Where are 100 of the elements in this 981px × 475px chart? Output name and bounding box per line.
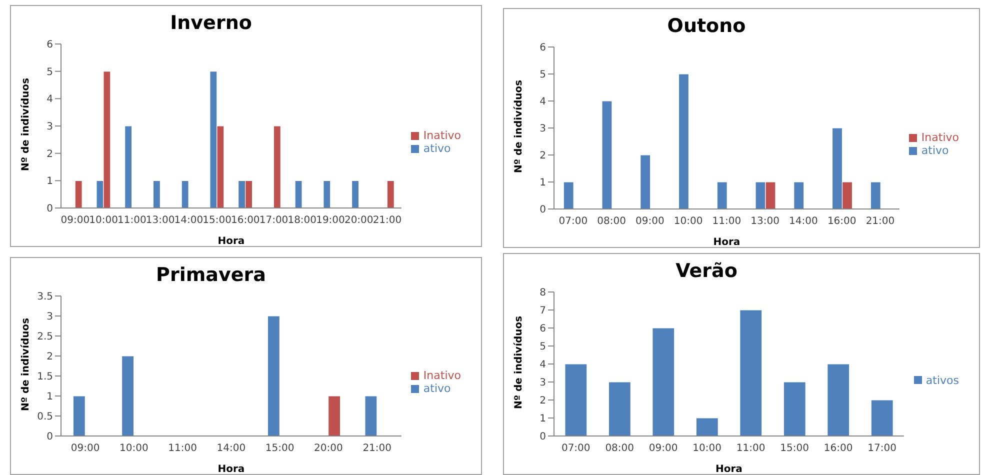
y-tick-label: 5 xyxy=(46,66,53,78)
x-tick-label: 10:00 xyxy=(674,216,703,228)
bar xyxy=(652,328,675,436)
y-tick-label: 7 xyxy=(540,306,546,317)
x-axis-title: Hora xyxy=(218,236,245,247)
legend-label: ativo xyxy=(921,144,949,157)
bar xyxy=(181,180,189,208)
x-tick-label: 14:00 xyxy=(216,443,246,454)
y-tick-label: 1 xyxy=(46,392,53,403)
x-tick-label: 21:00 xyxy=(866,216,895,228)
y-tick-label: 6 xyxy=(540,324,546,335)
bar xyxy=(351,180,360,208)
x-axis-title: Hora xyxy=(713,237,740,248)
chart-title: Verão xyxy=(674,259,738,284)
x-tick-label: 13:00 xyxy=(146,215,175,226)
x-tick-label: 20:00 xyxy=(314,443,343,454)
x-tick-label: 09:00 xyxy=(70,443,100,454)
legend-label: Inativo xyxy=(423,369,461,382)
x-tick-label: 16:00 xyxy=(230,215,260,226)
bar xyxy=(386,180,394,208)
y-tick-label: 5 xyxy=(540,342,546,353)
x-tick-label: 16:00 xyxy=(827,216,856,228)
x-tick-label: 07:00 xyxy=(561,443,590,454)
x-tick-label: 09:00 xyxy=(648,443,678,454)
y-axis-title: Nº de indivíduos xyxy=(514,316,525,409)
y-tick-label: 6 xyxy=(540,42,546,54)
y-tick-label: 0.5 xyxy=(37,412,53,423)
x-tick-label: 14:00 xyxy=(789,216,818,228)
x-tick-label: 09:00 xyxy=(636,216,664,228)
y-tick-label: 2.5 xyxy=(37,332,53,343)
x-tick-label: 18:00 xyxy=(288,215,317,226)
legend-label: Inativo xyxy=(921,131,959,144)
bar xyxy=(328,396,341,436)
y-tick-label: 4 xyxy=(540,360,546,371)
y-tick-label: 0 xyxy=(540,432,546,443)
x-tick-label: 10:00 xyxy=(692,443,722,454)
x-tick-label: 21:00 xyxy=(362,443,392,454)
bar xyxy=(267,316,280,436)
legend-label: ativos xyxy=(926,374,959,386)
y-tick-label: 6 xyxy=(46,40,53,51)
x-tick-label: 15:00 xyxy=(780,443,809,454)
y-axis-title: Nº de indivíduos xyxy=(514,80,525,173)
y-tick-label: 3 xyxy=(540,378,546,389)
x-tick-label: 15:00 xyxy=(202,215,232,226)
bar xyxy=(794,182,804,209)
x-tick-label: 19:00 xyxy=(316,215,345,226)
y-tick-label: 8 xyxy=(540,288,546,299)
y-tick-label: 2 xyxy=(540,396,546,407)
x-tick-label: 16:00 xyxy=(824,443,853,454)
bar xyxy=(827,364,850,436)
x-tick-label: 20:00 xyxy=(344,215,374,226)
y-tick-label: 3 xyxy=(46,312,53,323)
y-axis-title: Nº de indivíduos xyxy=(20,78,32,171)
y-tick-label: 4 xyxy=(540,96,546,108)
x-tick-label: 07:00 xyxy=(558,216,588,228)
chart-title: Primavera xyxy=(155,263,267,288)
bar xyxy=(564,364,588,436)
bar xyxy=(602,100,612,209)
x-tick-label: 14:00 xyxy=(174,215,204,226)
bar xyxy=(608,382,631,436)
bar xyxy=(696,418,718,436)
x-axis-title: Hora xyxy=(715,464,742,475)
chart-title: Outono xyxy=(666,14,747,39)
y-tick-label: 1 xyxy=(46,176,53,188)
y-tick-label: 2 xyxy=(540,150,546,162)
x-tick-label: 13:00 xyxy=(750,216,780,228)
y-tick-label: 2 xyxy=(46,148,53,160)
x-tick-label: 21:00 xyxy=(372,215,402,226)
bar xyxy=(364,396,378,436)
x-tick-label: 11:00 xyxy=(712,216,742,228)
y-tick-label: 1.5 xyxy=(37,372,53,383)
legend-label: ativo xyxy=(423,142,451,155)
x-tick-label: 17:00 xyxy=(868,443,896,454)
bar xyxy=(640,154,651,209)
bar xyxy=(716,182,728,209)
bar xyxy=(121,356,134,436)
y-tick-label: 2 xyxy=(46,352,53,363)
y-tick-label: 3.5 xyxy=(37,292,53,303)
x-tick-label: 17:00 xyxy=(259,215,288,226)
y-tick-label: 4 xyxy=(46,94,53,106)
bar xyxy=(124,126,132,208)
x-tick-label: 09:00 xyxy=(60,215,90,226)
bar xyxy=(294,180,302,208)
legend-label: ativo xyxy=(423,382,451,395)
bar xyxy=(74,180,82,208)
bar xyxy=(563,182,574,209)
bar xyxy=(678,74,690,209)
y-axis-title: Nº de indivíduos xyxy=(20,318,32,411)
x-tick-label: 15:00 xyxy=(265,443,294,454)
bar xyxy=(740,310,762,436)
x-tick-label: 08:00 xyxy=(605,443,634,454)
bar xyxy=(273,126,281,208)
x-tick-label: 10:00 xyxy=(89,215,118,226)
bar xyxy=(870,182,881,209)
x-tick-label: 11:00 xyxy=(118,215,146,226)
bar xyxy=(72,396,86,436)
y-tick-label: 5 xyxy=(540,70,546,81)
bar xyxy=(870,400,894,436)
x-tick-label: 11:00 xyxy=(736,443,766,454)
y-tick-label: 1 xyxy=(540,414,546,425)
